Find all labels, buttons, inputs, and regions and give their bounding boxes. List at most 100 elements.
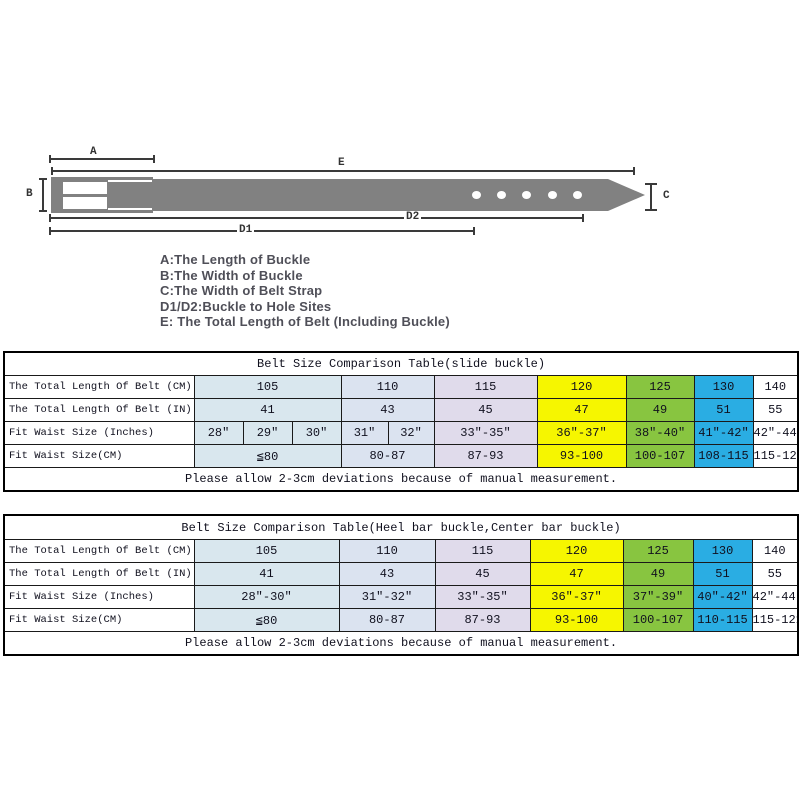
size-cell: 42″-44″ <box>752 421 799 445</box>
measurement-note: Please allow 2-3cm deviations because of… <box>3 467 799 492</box>
row-label: The Total Length Of Belt (CM) <box>3 375 195 399</box>
size-cell: 87-93 <box>434 608 531 632</box>
size-cell: 33″-35″ <box>433 421 538 445</box>
buckle-keeper-slit <box>108 180 152 182</box>
size-cell: 130 <box>692 539 753 563</box>
size-cell: 130 <box>693 375 754 399</box>
size-cell: 41 <box>193 562 340 586</box>
size-cell: 36″-37″ <box>536 421 627 445</box>
size-cell: 120 <box>529 539 624 563</box>
row-label: The Total Length Of Belt (IN) <box>3 398 195 422</box>
dim-line-e <box>51 167 635 175</box>
dim-label-b: B <box>26 188 33 200</box>
legend-line-e: E: The Total Length of Belt (Including B… <box>160 314 450 329</box>
size-cell: 33″-35″ <box>434 585 531 609</box>
size-cell: 55 <box>752 398 799 422</box>
legend-line-d: D1/D2:Buckle to Hole Sites <box>160 298 332 314</box>
row-label: Fit Waist Size (Inches) <box>3 421 195 445</box>
measurement-note: Please allow 2-3cm deviations because of… <box>3 631 799 656</box>
size-cell: 140 <box>751 539 799 563</box>
size-table-bar-buckle: Belt Size Comparison Table(Heel bar buck… <box>3 514 800 656</box>
diagram-legend: A:The Length of Buckle B:The Width of Bu… <box>160 252 450 330</box>
legend-line-a: A:The Length of Buckle <box>160 252 311 267</box>
size-cell: 30″ <box>291 421 342 445</box>
table-title: Belt Size Comparison Table(slide buckle) <box>3 351 799 376</box>
size-cell: 32″ <box>387 421 435 445</box>
dim-line-d1 <box>49 227 475 235</box>
size-cell: 51 <box>693 398 754 422</box>
size-cell: ≦80 <box>193 444 342 468</box>
belt-hole <box>573 191 582 199</box>
size-cell: 120 <box>536 375 627 399</box>
dim-label-a: A <box>90 146 97 158</box>
table-row: Fit Waist Size (Inches) 28″-30″ 31″-32″ … <box>3 585 799 609</box>
size-cell: 93-100 <box>529 608 624 632</box>
size-cell: 47 <box>536 398 627 422</box>
dim-label-d1: D1 <box>237 224 255 236</box>
size-cell: 41″-42″ <box>693 421 754 445</box>
dim-line-d2 <box>49 214 584 222</box>
table-title-row: Belt Size Comparison Table(Heel bar buck… <box>3 514 799 540</box>
size-cell: 105 <box>193 539 340 563</box>
size-cell: 28″ <box>193 421 244 445</box>
table-row: Fit Waist Size(CM) ≦80 80-87 87-93 93-10… <box>3 444 799 468</box>
table-row: Fit Waist Size(CM) ≦80 80-87 87-93 93-10… <box>3 608 799 632</box>
dim-label-c: C <box>663 190 670 202</box>
size-cell: 110 <box>338 539 436 563</box>
dim-label-d2: D2 <box>404 211 422 223</box>
table-note-row: Please allow 2-3cm deviations because of… <box>3 467 799 492</box>
size-cell: 31″-32″ <box>338 585 436 609</box>
dim-label-e: E <box>338 157 345 169</box>
row-label: Fit Waist Size(CM) <box>3 444 195 468</box>
table-row: The Total Length Of Belt (CM) 105 110 11… <box>3 375 799 399</box>
size-cell: 38″-40″ <box>625 421 695 445</box>
size-cell: 125 <box>625 375 695 399</box>
size-cell: 110 <box>340 375 435 399</box>
size-cell: 100-107 <box>625 444 695 468</box>
size-cell: 37″-39″ <box>622 585 694 609</box>
row-label: Fit Waist Size(CM) <box>3 608 195 632</box>
size-cell: 45 <box>434 562 531 586</box>
size-cell: 115-121 <box>751 608 799 632</box>
table-row: The Total Length Of Belt (CM) 105 110 11… <box>3 539 799 563</box>
table-note-row: Please allow 2-3cm deviations because of… <box>3 631 799 656</box>
size-cell: 42″-44″ <box>751 585 799 609</box>
size-cell: 140 <box>752 375 799 399</box>
table-row: Fit Waist Size (Inches) 28″ 29″ 30″ 31″ … <box>3 421 799 445</box>
belt-hole <box>522 191 531 199</box>
belt-tip <box>608 179 645 211</box>
buckle-prong <box>58 194 109 197</box>
size-cell: 110-115 <box>692 608 753 632</box>
table-row: The Total Length Of Belt (IN) 41 43 45 4… <box>3 398 799 422</box>
table-row: The Total Length Of Belt (IN) 41 43 45 4… <box>3 562 799 586</box>
size-cell: 115 <box>433 375 538 399</box>
size-cell: 105 <box>193 375 342 399</box>
table-title: Belt Size Comparison Table(Heel bar buck… <box>3 514 799 540</box>
table-title-row: Belt Size Comparison Table(slide buckle) <box>3 351 799 376</box>
size-cell: 36″-37″ <box>529 585 624 609</box>
size-cell: ≦80 <box>193 608 340 632</box>
size-cell: 49 <box>622 562 694 586</box>
size-cell: 55 <box>751 562 799 586</box>
size-cell: 108-115 <box>693 444 754 468</box>
size-cell: 100-107 <box>622 608 694 632</box>
dim-line-b <box>39 178 47 212</box>
dim-line-a <box>49 155 155 163</box>
belt-hole <box>497 191 506 199</box>
size-table-slide-buckle: Belt Size Comparison Table(slide buckle)… <box>3 351 800 492</box>
size-cell: 43 <box>340 398 435 422</box>
size-cell: 43 <box>338 562 436 586</box>
belt-hole <box>548 191 557 199</box>
size-cell: 115 <box>434 539 531 563</box>
size-cell: 93-100 <box>536 444 627 468</box>
size-cell: 45 <box>433 398 538 422</box>
dim-line-c <box>645 183 657 211</box>
row-label: The Total Length Of Belt (CM) <box>3 539 195 563</box>
legend-line-b: B:The Width of Buckle <box>160 267 303 283</box>
size-cell: 41 <box>193 398 342 422</box>
buckle-keeper-slit <box>108 208 152 210</box>
size-cell: 125 <box>622 539 694 563</box>
size-cell: 51 <box>692 562 753 586</box>
size-cell: 87-93 <box>433 444 538 468</box>
